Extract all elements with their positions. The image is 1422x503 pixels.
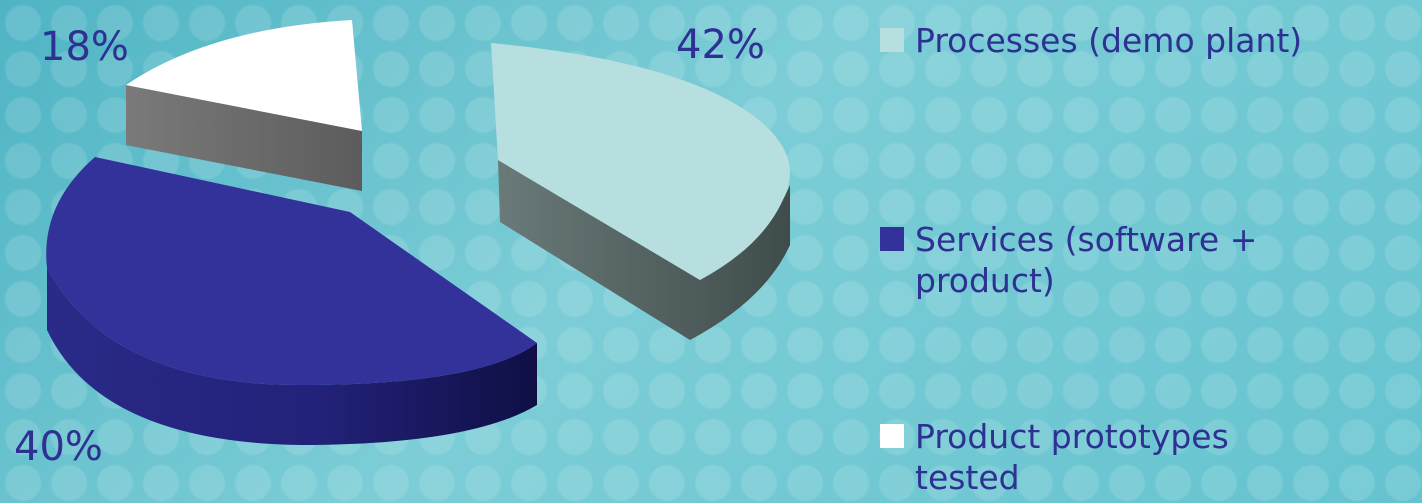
legend-swatch-product-prototypes bbox=[880, 424, 904, 448]
pie-slice-services bbox=[46, 157, 537, 445]
legend-label-services: Services (software + product) bbox=[915, 220, 1258, 300]
legend-item-services: Services (software + product) bbox=[880, 219, 1315, 301]
legend-swatch-processes bbox=[880, 28, 904, 52]
pie-slice-product-prototypes-top bbox=[126, 20, 362, 131]
pie-slice-services-side bbox=[47, 268, 537, 445]
legend-swatch-services bbox=[880, 227, 904, 251]
pie-slice-product-prototypes-side bbox=[126, 85, 362, 191]
legend-label-processes: Processes (demo plant) bbox=[915, 21, 1303, 60]
legend-item-product-prototypes: Product prototypes tested bbox=[880, 416, 1295, 498]
data-label-product-prototypes: 18% bbox=[40, 24, 129, 70]
legend-label-product-prototypes: Product prototypes tested bbox=[915, 417, 1229, 497]
pie-slice-processes-side bbox=[498, 160, 790, 340]
legend-item-processes: Processes (demo plant) bbox=[880, 20, 1302, 61]
pie-slice-services-top bbox=[46, 157, 537, 385]
pie-slice-product-prototypes bbox=[126, 20, 362, 191]
pie-slice-processes bbox=[491, 43, 790, 340]
chart-legend: Processes (demo plant) Services (softwar… bbox=[880, 0, 1422, 503]
data-label-services: 40% bbox=[14, 424, 103, 470]
data-label-processes: 42% bbox=[676, 22, 765, 68]
pie-slice-processes-top bbox=[491, 43, 790, 280]
